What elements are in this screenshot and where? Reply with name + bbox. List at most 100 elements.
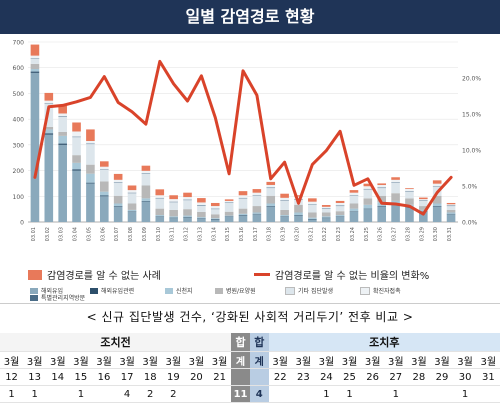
bar-segment (197, 211, 206, 218)
after-month-cell: 3월 (453, 351, 477, 369)
x-tick-label: 03.08 (128, 227, 134, 241)
bar-segment (349, 190, 359, 193)
legend-item-contact: 확진자접촉 (360, 286, 401, 295)
bar-segment (308, 217, 317, 219)
bar-segment (127, 203, 137, 210)
bar-segment (238, 215, 248, 216)
bar-segment (349, 208, 359, 212)
legend-item-overseas: 해외유입 (30, 286, 63, 295)
before-month-cell: 3월 (46, 351, 70, 369)
bar-segment (238, 208, 248, 214)
bar-segment (308, 201, 317, 205)
y-right-tick-label: 20.0% (462, 76, 481, 83)
after-month-cell: 3월 (337, 351, 362, 369)
y-left-tick-label: 300 (13, 142, 25, 149)
bar-segment (335, 200, 345, 203)
bar-segment (405, 198, 414, 205)
x-tick-label: 03.20 (294, 227, 300, 241)
bar-segment (113, 203, 123, 207)
bar-segment (183, 200, 192, 210)
bar-segment (210, 202, 220, 207)
bar-segment (210, 206, 220, 209)
bar-segment (294, 204, 303, 213)
bar-segment (210, 209, 220, 215)
bar-segment (99, 169, 109, 182)
bar-segment (446, 213, 456, 215)
legend-swatch-hospital (215, 287, 223, 294)
bar-segment (405, 188, 414, 189)
bar-segment (266, 188, 276, 196)
bar-segment (321, 218, 331, 222)
legend-item-special-region: 특별관리지역방문 (30, 293, 85, 302)
bar-segment (183, 215, 192, 217)
bar-segment (86, 164, 95, 174)
before-day-cell: 13 (23, 368, 47, 386)
bar-segment (169, 201, 178, 203)
bar-segment (141, 165, 151, 171)
bar-segment (113, 182, 123, 196)
bar-segment (224, 200, 234, 203)
bar-segment (58, 105, 67, 114)
after-day-cell: 25 (337, 368, 362, 386)
bar-segment (58, 113, 67, 117)
bar-segment (294, 215, 303, 222)
comparison-table: 조치전 합 합 조치후 3월 3월 3월 3월 3월 3월 3월 3월 3월 3월 계 계 3월 3월 3월… (0, 333, 500, 403)
bar-segment (58, 132, 67, 136)
bar-segment (155, 195, 165, 198)
bar-segment (446, 205, 456, 207)
before-day-cell: 14 (46, 368, 70, 386)
bar-segment (308, 219, 317, 222)
after-day-cell: 29 (430, 368, 454, 386)
bar-segment (183, 209, 192, 216)
legend-item-unknown-cases: 감염경로를 알 수 없는 사례 (28, 267, 161, 282)
bar-segment (266, 187, 276, 189)
daily-infection-route-chart: 0 100 200 300 400 500 600 700 0.0% 5.0% 10.0% 15.0%… (13, 40, 482, 242)
bar-segment (224, 215, 234, 217)
after-day-cell: 24 (314, 368, 338, 386)
bar-segment (99, 181, 109, 192)
bar-segment (169, 199, 178, 202)
y-right-tick-label: 5.0% (462, 184, 478, 191)
bar-segment (72, 162, 81, 170)
bar-segment (72, 170, 81, 222)
bar-segment (169, 195, 178, 200)
bar-segment (377, 187, 387, 189)
bar-segment (308, 204, 317, 205)
bar-segment (377, 206, 387, 222)
bar-segment (419, 206, 428, 210)
before-month-cell: 3월 (23, 351, 47, 369)
bar-segment (363, 209, 373, 222)
after-month-cell: 3월 (314, 351, 338, 369)
y-left-tick-label: 600 (13, 65, 25, 72)
bar-segment (349, 211, 359, 212)
section-divider (0, 303, 500, 304)
before-day-cell: 19 (161, 368, 185, 386)
bar-segment (280, 209, 289, 216)
before-total-spacer (231, 368, 250, 386)
bar-segment (127, 185, 137, 191)
bar-segment (113, 173, 123, 180)
bar-segment (419, 211, 428, 222)
bar-segment (99, 191, 109, 196)
bar-segment (141, 200, 151, 202)
bar-segment (44, 134, 54, 222)
bar-segment (391, 179, 400, 183)
x-tick-label: 03.18 (267, 227, 273, 241)
before-day-cell: 16 (92, 368, 116, 386)
x-tick-label: 03.22 (322, 227, 328, 241)
y-right-tick-label: 10.0% (462, 148, 481, 155)
after-month-cell: 3월 (361, 351, 385, 369)
bar-segment (391, 204, 400, 222)
after-month-cell: 3월 (268, 351, 292, 369)
legend-label-special-region: 특별관리지역방문 (41, 295, 86, 302)
x-tick-label: 03.17 (253, 227, 259, 241)
bar-segment (363, 189, 373, 199)
x-tick-label: 03.19 (281, 227, 287, 241)
bar-segment (363, 198, 373, 205)
bar-segment (363, 208, 373, 210)
bar-segment (30, 71, 40, 73)
bar-segment (349, 192, 359, 196)
before-month-cell: 3월 (161, 351, 185, 369)
x-tick-label: 03.03 (59, 227, 65, 241)
bar-segment (419, 200, 428, 207)
